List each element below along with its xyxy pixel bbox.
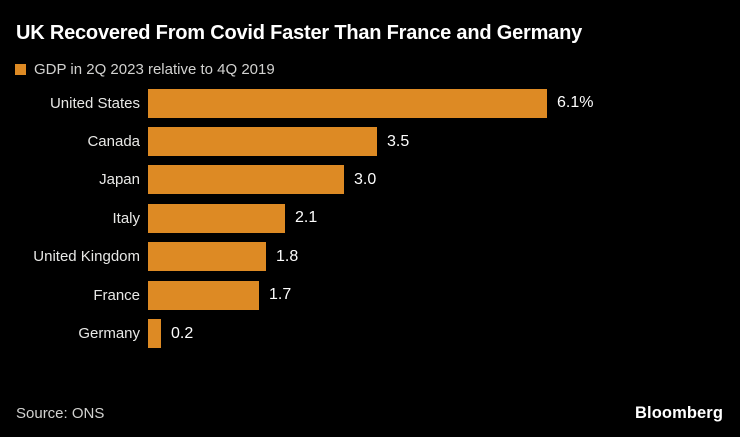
- bar: [148, 165, 344, 195]
- legend: GDP in 2Q 2023 relative to 4Q 2019: [15, 61, 275, 78]
- bar: [148, 280, 259, 310]
- bar-row: United Kingdom 1.8: [16, 238, 724, 276]
- bloomberg-logo: Bloomberg: [635, 404, 723, 422]
- bar-value-label: 0.2: [171, 324, 194, 342]
- bar-category-label: United Kingdom: [33, 248, 140, 266]
- bar: [148, 242, 266, 272]
- bar-rows: United States 6.1% Canada 3.5 Japan 3.0 …: [16, 84, 724, 353]
- bar-row: Canada 3.5: [16, 122, 724, 160]
- bar: [148, 203, 285, 233]
- chart-title: UK Recovered From Covid Faster Than Fran…: [16, 22, 583, 44]
- bar-category-label: Italy: [112, 209, 140, 227]
- bar-category-label: Germany: [78, 325, 140, 343]
- bar-row: Japan 3.0: [16, 161, 724, 199]
- bar-row: Italy 2.1: [16, 199, 724, 237]
- bar-row: Germany 0.2: [16, 314, 724, 352]
- source-note: Source: ONS: [16, 405, 105, 422]
- bar-row: France 1.7: [16, 276, 724, 314]
- bar-row: United States 6.1%: [16, 84, 724, 122]
- legend-swatch-icon: [15, 64, 26, 75]
- bar-value-label: 1.8: [276, 247, 299, 265]
- bar-category-label: France: [93, 286, 140, 304]
- bar-category-label: Canada: [87, 133, 140, 151]
- bar-category-label: United States: [49, 94, 140, 112]
- bar-value-label: 3.5: [387, 132, 410, 150]
- bar-value-label: 6.1%: [557, 94, 594, 112]
- bar: [148, 319, 161, 349]
- bar-value-label: 1.7: [269, 286, 292, 304]
- bar-category-label: Japan: [99, 171, 140, 189]
- legend-label: GDP in 2Q 2023 relative to 4Q 2019: [34, 61, 275, 78]
- bar-value-label: 2.1: [295, 209, 318, 227]
- bar: [148, 127, 377, 157]
- bar: [148, 88, 547, 118]
- bar-value-label: 3.0: [354, 170, 377, 188]
